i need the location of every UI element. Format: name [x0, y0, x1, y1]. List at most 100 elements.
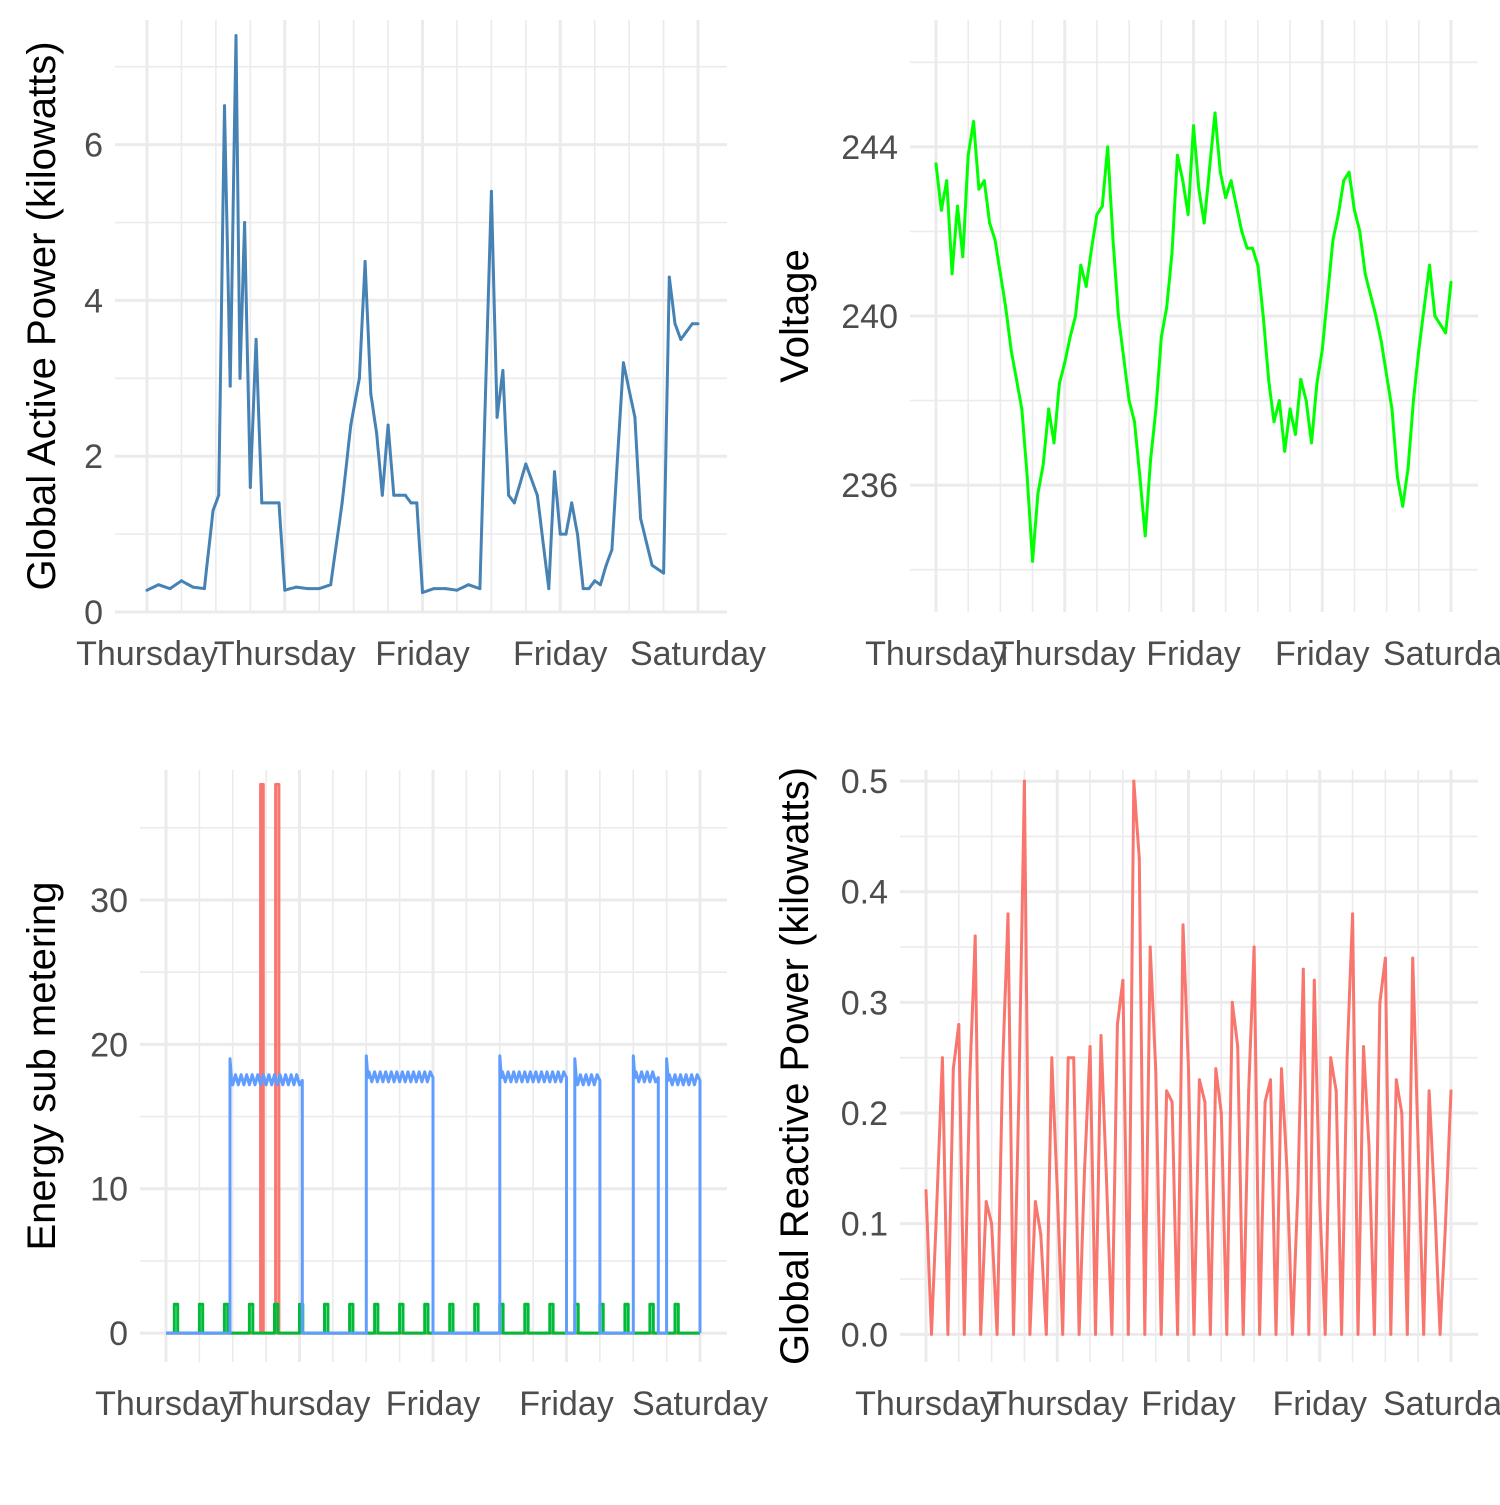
data-point — [1301, 967, 1305, 971]
data-point — [386, 423, 390, 427]
data-point — [962, 1332, 966, 1336]
data-point — [409, 501, 413, 505]
data-point — [1143, 1332, 1147, 1336]
data-point — [1427, 1089, 1431, 1093]
data-point — [1252, 945, 1256, 949]
data-point — [1192, 124, 1195, 128]
data-point — [1213, 111, 1217, 115]
x-tick-label: Friday — [375, 635, 469, 673]
data-point — [1374, 314, 1378, 318]
data-point — [1012, 1332, 1015, 1336]
data-point — [1159, 1332, 1163, 1336]
data-point — [1047, 407, 1051, 411]
y-tick-label: 0.1 — [841, 1206, 888, 1244]
data-point — [1028, 1332, 1032, 1336]
data-point — [1181, 179, 1185, 183]
data-point — [466, 583, 470, 587]
data-point — [455, 588, 459, 592]
data-point — [266, 501, 269, 505]
data-point — [234, 34, 238, 38]
x-tick-label: Saturday — [630, 635, 766, 673]
data-point — [1385, 373, 1389, 377]
data-point — [1411, 399, 1415, 403]
data-point — [662, 571, 666, 575]
data-point — [277, 501, 281, 505]
data-point — [576, 532, 579, 536]
data-point — [973, 934, 977, 938]
data-point — [1099, 1034, 1103, 1038]
data-point — [1165, 1089, 1169, 1093]
series-3 — [166, 1054, 702, 1335]
data-point — [380, 493, 384, 497]
data-point — [1154, 407, 1158, 411]
data-point — [1449, 1089, 1453, 1093]
data-point — [1017, 1089, 1021, 1093]
series-1 — [934, 111, 1453, 563]
data-point — [961, 255, 965, 259]
data-point — [357, 376, 361, 380]
data-point — [1395, 475, 1399, 479]
y-tick-label: 0.3 — [841, 984, 888, 1022]
data-point — [553, 470, 556, 474]
data-point — [633, 415, 637, 419]
data-point — [1218, 170, 1222, 174]
data-point — [1363, 272, 1367, 276]
data-point — [1326, 293, 1330, 297]
data-point — [1236, 1045, 1240, 1049]
data-point — [934, 162, 938, 166]
data-point — [398, 493, 401, 497]
series-line — [166, 1054, 702, 1335]
data-point — [1400, 1111, 1404, 1115]
data-point — [1405, 1332, 1409, 1336]
y-tick-label: 0 — [109, 1315, 128, 1353]
data-point — [1149, 458, 1153, 462]
data-point — [998, 272, 1002, 276]
data-point — [604, 563, 608, 567]
data-point — [1105, 1177, 1108, 1181]
data-point — [223, 104, 226, 108]
data-point — [1263, 1100, 1267, 1104]
y-tick-label: 0.5 — [841, 763, 888, 801]
x-tick-label: Thursday — [95, 1385, 237, 1423]
data-point — [1288, 407, 1292, 411]
data-point — [1352, 208, 1356, 212]
data-point — [1390, 407, 1394, 411]
data-point — [1416, 1144, 1420, 1148]
data-point — [1272, 420, 1276, 424]
data-point — [363, 260, 367, 263]
data-point — [524, 462, 528, 466]
data-point — [679, 337, 683, 341]
data-point — [1367, 1144, 1371, 1148]
data-point — [501, 369, 505, 372]
data-point — [349, 423, 353, 427]
data-point — [1422, 306, 1426, 309]
data-point — [1358, 229, 1362, 233]
data-point — [1225, 1332, 1229, 1336]
y-tick-label: 30 — [90, 882, 128, 920]
data-point — [1159, 335, 1163, 339]
data-point — [1068, 335, 1072, 339]
data-point — [1362, 1045, 1365, 1049]
data-point — [564, 532, 568, 536]
data-point — [598, 583, 602, 587]
data-point — [685, 330, 688, 334]
data-point — [421, 591, 424, 594]
data-point — [1186, 213, 1190, 216]
y-tick-label: 10 — [90, 1171, 128, 1209]
x-tick-label: Thursday — [994, 635, 1136, 673]
data-point — [202, 587, 206, 591]
data-point — [993, 238, 997, 242]
data-point — [945, 179, 949, 183]
data-point — [1304, 399, 1308, 403]
data-point — [951, 1067, 955, 1071]
x-tick-label: Friday — [386, 1385, 480, 1423]
data-point — [1323, 1332, 1327, 1336]
data-point — [621, 361, 625, 365]
x-tick-label: Thursday — [986, 1385, 1128, 1423]
data-point — [1241, 1332, 1245, 1336]
data-point — [1283, 449, 1287, 453]
data-point — [935, 1200, 939, 1204]
data-point — [283, 588, 287, 592]
data-point — [1202, 221, 1206, 225]
